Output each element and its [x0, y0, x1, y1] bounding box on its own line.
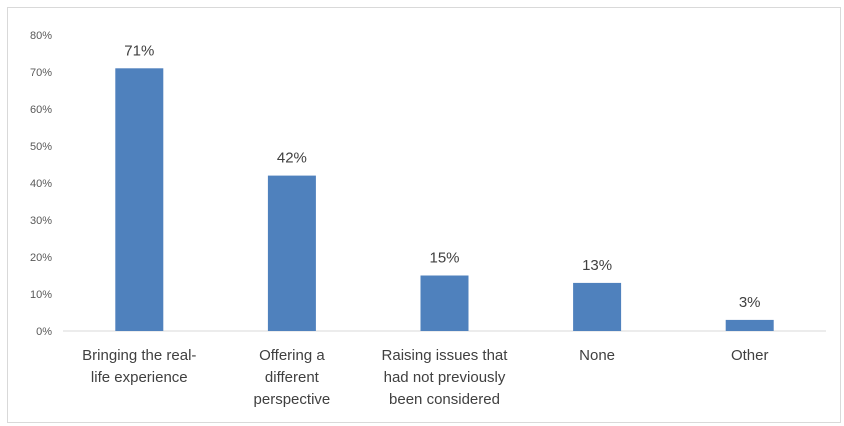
y-tick-label: 0%	[36, 326, 52, 338]
bar-chart: 0% 10% 20% 30% 40% 50% 60% 70% 80% 71% Bringing th…	[30, 30, 826, 408]
category-label: life experience	[91, 369, 188, 386]
bar	[573, 282, 622, 331]
y-tick-label: 70%	[30, 67, 52, 79]
y-tick-label: 50%	[30, 141, 52, 153]
bar	[725, 319, 774, 331]
y-tick-label: 20%	[30, 252, 52, 264]
category-label: Raising issues that	[382, 347, 509, 364]
y-tick-label: 10%	[30, 289, 52, 301]
category-label: Bringing the real-	[82, 347, 196, 364]
data-label: 15%	[429, 250, 459, 267]
y-tick-label: 30%	[30, 215, 52, 227]
category-label: Other	[731, 347, 769, 364]
category-label: been considered	[389, 391, 500, 408]
y-tick-label: 60%	[30, 104, 52, 116]
bar	[267, 175, 316, 331]
category-label: None	[579, 347, 615, 364]
bar	[420, 275, 469, 331]
data-label: 71%	[124, 42, 154, 59]
category-label: different	[265, 369, 320, 386]
category-label: perspective	[254, 391, 331, 408]
data-label: 13%	[582, 257, 612, 274]
category-label: Offering a	[259, 347, 325, 364]
y-tick-label: 40%	[30, 178, 52, 190]
data-label: 42%	[277, 150, 307, 167]
chart-frame: 0% 10% 20% 30% 40% 50% 60% 70% 80% 71% Bringing th…	[7, 7, 841, 423]
bar	[115, 68, 164, 332]
y-tick-label: 80%	[30, 30, 52, 42]
category-label: had not previously	[384, 369, 506, 386]
data-label: 3%	[739, 294, 761, 311]
